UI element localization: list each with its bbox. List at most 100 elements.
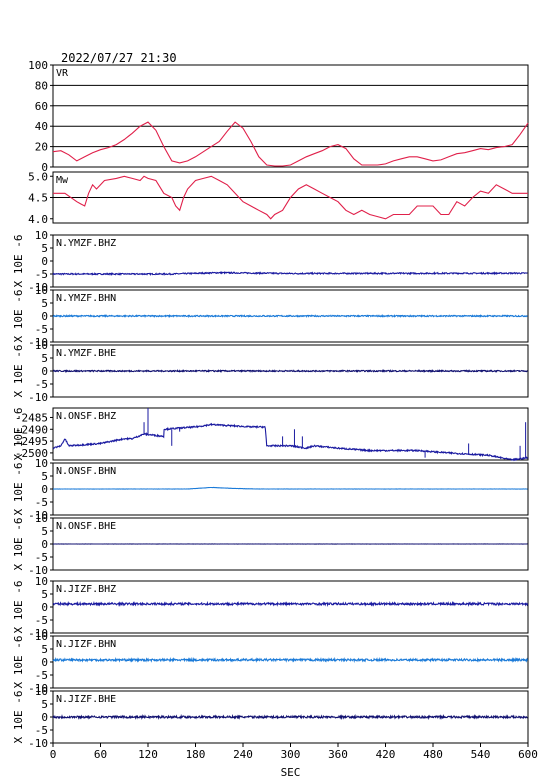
header-datetime: 2022/07/27 21:30: [61, 51, 177, 65]
x-tick-label: 180: [186, 748, 206, 761]
y-tick-label: 5: [41, 297, 48, 310]
y-tick-label: -2500: [15, 447, 48, 460]
y-axis-label: X 10E -6: [12, 408, 25, 461]
y-axis-label: X 10E -6: [12, 581, 25, 634]
y-axis-label: X 10E -6: [12, 345, 25, 398]
y-tick-label: 5: [41, 698, 48, 711]
y-axis-label: X 10E -6: [12, 636, 25, 689]
series-line: [52, 368, 528, 374]
panel-title: N.JIZF.BHN: [56, 639, 116, 650]
y-tick-label: 10: [35, 575, 48, 588]
y-tick-label: 10: [35, 685, 48, 698]
series-line: [52, 270, 528, 277]
x-tick-label: 360: [328, 748, 348, 761]
x-tick-label: 480: [423, 748, 443, 761]
y-tick-label: 0: [41, 483, 48, 496]
y-axis-label: X 10E -6: [12, 463, 25, 516]
y-tick-label: -5: [35, 268, 48, 281]
y-tick-label: 5: [41, 643, 48, 656]
y-tick-label: -10: [28, 682, 48, 695]
y-tick-label: 5: [41, 242, 48, 255]
x-tick-label: 300: [281, 748, 301, 761]
y-tick-label: 4.0: [28, 213, 48, 226]
y-tick-label: -10: [28, 737, 48, 750]
y-tick-label: -2495: [15, 435, 48, 448]
y-tick-label: 10: [35, 457, 48, 470]
panel-title: VR: [56, 68, 69, 79]
panel-frame: [52, 635, 529, 689]
panel-frame: [52, 64, 529, 168]
series-line: [52, 486, 528, 490]
panel-title: N.JIZF.BHE: [56, 694, 116, 705]
x-tick-label: 420: [376, 748, 396, 761]
y-tick-label: 10: [35, 512, 48, 525]
y-tick-label: 5: [41, 352, 48, 365]
panel-frame: [52, 580, 529, 634]
y-tick-label: 10: [35, 229, 48, 242]
series-line: [52, 713, 528, 721]
y-tick-label: -10: [28, 336, 48, 349]
series-line: [52, 121, 529, 167]
y-tick-label: -10: [28, 627, 48, 640]
y-tick-label: -5: [35, 323, 48, 336]
y-tick-label: -5: [35, 551, 48, 564]
y-tick-label: 60: [35, 100, 48, 113]
y-tick-label: 5: [41, 588, 48, 601]
y-tick-label: 0: [41, 601, 48, 614]
panel-frame: [52, 407, 529, 461]
panel: -2485-2490-2495-2500 N.ONSF.BHZ X 10E -6: [12, 407, 529, 462]
panel-frame: [52, 234, 529, 288]
series-line: [52, 656, 529, 663]
series-line: [52, 422, 528, 462]
y-tick-label: 0: [41, 365, 48, 378]
y-axis-label: X 10E -6: [12, 235, 25, 288]
panel: 100 80 60 40 20 0 VR: [28, 59, 529, 174]
panel-title: N.YMZF.BHN: [56, 293, 116, 304]
y-tick-label: 40: [35, 120, 48, 133]
y-tick-label: -5: [35, 496, 48, 509]
panel-title: N.YMZF.BHZ: [56, 238, 116, 249]
y-tick-label: -5: [35, 669, 48, 682]
y-tick-label: 0: [41, 656, 48, 669]
y-axis-label: X 10E -6: [12, 290, 25, 343]
y-tick-label: 10: [35, 339, 48, 352]
x-tick-label: 240: [233, 748, 253, 761]
panel: 5.0 4.5 4.0 Mw: [28, 170, 529, 226]
series-line: [52, 600, 529, 608]
y-tick-label: -10: [28, 564, 48, 577]
panel-title: N.YMZF.BHE: [56, 348, 116, 359]
y-axis-label: X 10E -6: [12, 518, 25, 571]
y-tick-label: -2490: [15, 423, 48, 436]
x-tick-label: 540: [471, 748, 491, 761]
y-tick-label: 0: [41, 255, 48, 268]
y-tick-label: 0: [41, 161, 48, 174]
y-tick-label: -10: [28, 509, 48, 522]
panel-title: N.JIZF.BHZ: [56, 584, 116, 595]
y-tick-label: -10: [28, 281, 48, 294]
y-tick-label: 10: [35, 630, 48, 643]
y-tick-label: -5: [35, 614, 48, 627]
x-axis-label: SEC: [281, 766, 301, 779]
panel-title: N.ONSF.BHZ: [56, 411, 116, 422]
panels: 100806040200VR5.04.54.0Mw1050-5-10N.YMZF…: [12, 59, 529, 750]
series-line: [53, 175, 528, 220]
x-tick-label: 0: [50, 748, 57, 761]
y-tick-label: -2485: [15, 411, 48, 424]
y-tick-label: 10: [35, 284, 48, 297]
y-tick-label: 5.0: [28, 170, 48, 183]
y-tick-label: 20: [35, 141, 48, 154]
y-axis-label: X 10E -6: [12, 691, 25, 744]
y-tick-label: 5: [41, 525, 48, 538]
y-tick-label: 0: [41, 310, 48, 323]
y-tick-label: 80: [35, 79, 48, 92]
y-tick-label: 0: [41, 711, 48, 724]
y-tick-label: 4.5: [28, 192, 48, 205]
